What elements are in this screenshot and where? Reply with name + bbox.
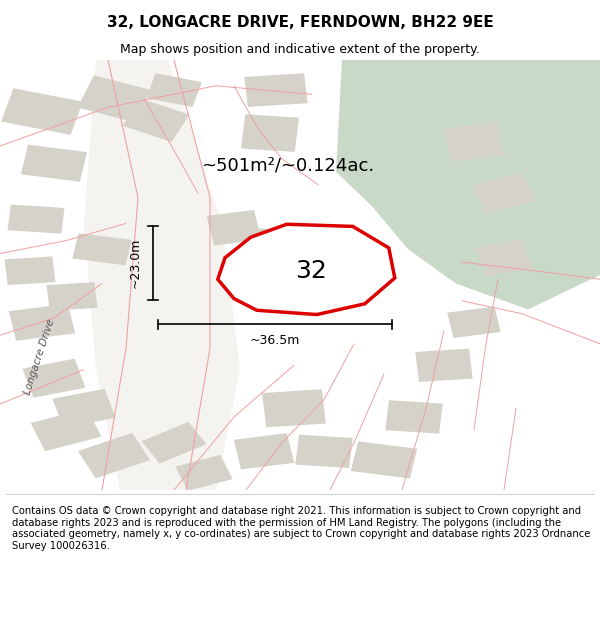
Polygon shape [175, 455, 233, 491]
Polygon shape [247, 228, 317, 271]
Polygon shape [84, 60, 240, 490]
Polygon shape [9, 304, 75, 341]
Text: ~36.5m: ~36.5m [250, 334, 300, 348]
Polygon shape [146, 73, 202, 107]
Text: Longacre Drive: Longacre Drive [22, 318, 56, 396]
Polygon shape [262, 389, 326, 428]
Text: Contains OS data © Crown copyright and database right 2021. This information is : Contains OS data © Crown copyright and d… [12, 506, 590, 551]
Polygon shape [415, 349, 473, 382]
Polygon shape [472, 173, 536, 214]
Polygon shape [31, 408, 101, 451]
Polygon shape [475, 239, 533, 277]
Polygon shape [447, 307, 501, 338]
Polygon shape [78, 433, 150, 478]
Polygon shape [142, 422, 206, 464]
Polygon shape [207, 210, 261, 246]
Polygon shape [8, 204, 64, 234]
Polygon shape [336, 60, 600, 309]
Polygon shape [241, 114, 299, 152]
Polygon shape [244, 73, 308, 107]
Text: 32, LONGACRE DRIVE, FERNDOWN, BH22 9EE: 32, LONGACRE DRIVE, FERNDOWN, BH22 9EE [107, 15, 493, 30]
Polygon shape [218, 224, 395, 314]
Polygon shape [385, 400, 443, 434]
Polygon shape [351, 441, 417, 479]
Polygon shape [77, 75, 151, 122]
Polygon shape [21, 144, 87, 182]
Polygon shape [234, 433, 294, 469]
Polygon shape [22, 359, 86, 398]
Polygon shape [72, 233, 132, 265]
Text: ~501m²/~0.124ac.: ~501m²/~0.124ac. [202, 156, 374, 174]
Text: Map shows position and indicative extent of the property.: Map shows position and indicative extent… [120, 43, 480, 56]
Polygon shape [1, 88, 83, 135]
Polygon shape [5, 256, 55, 285]
Polygon shape [122, 98, 190, 142]
Polygon shape [443, 121, 505, 162]
Polygon shape [47, 282, 97, 311]
Text: ~23.0m: ~23.0m [128, 238, 142, 288]
Polygon shape [295, 434, 353, 468]
Text: 32: 32 [295, 259, 327, 282]
Polygon shape [52, 389, 116, 428]
